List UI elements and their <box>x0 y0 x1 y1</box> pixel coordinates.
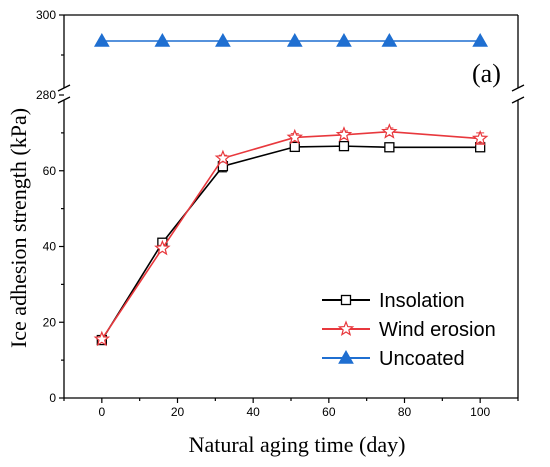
data-point-wind-erosion <box>154 239 171 256</box>
axis-break-mark-top <box>57 84 71 92</box>
data-point-uncoated <box>472 32 489 47</box>
legend-marker-insolation <box>340 294 352 306</box>
x-tick-label: 60 <box>322 405 336 419</box>
x-tick-label: 80 <box>398 405 412 419</box>
data-point-wind-erosion <box>335 126 353 142</box>
legend-label-insolation: Insolation <box>379 290 465 312</box>
x-tick-label: 40 <box>246 405 260 419</box>
y-tick-label: 60 <box>43 164 57 178</box>
data-point-uncoated <box>381 32 398 47</box>
data-point-wind-erosion <box>471 129 489 146</box>
data-point-uncoated <box>215 32 231 47</box>
legend-label-uncoated: Uncoated <box>379 348 465 370</box>
legend-label-wind-erosion: Wind erosion <box>379 319 496 341</box>
y-tick-label: 0 <box>49 391 56 405</box>
x-axis-title: Natural aging time (day) <box>189 432 406 457</box>
series-wind-erosion <box>93 123 489 347</box>
x-tick-label: 20 <box>171 405 185 419</box>
data-point-wind-erosion <box>381 123 398 139</box>
data-point-wind-erosion <box>93 330 111 347</box>
y-tick-label-upper: 300 <box>36 8 56 22</box>
series-layer <box>93 32 489 347</box>
x-tick-label: 0 <box>98 405 105 419</box>
series-uncoated <box>93 32 489 47</box>
y-tick-label: 40 <box>43 240 57 254</box>
x-tick-label: 100 <box>470 405 490 419</box>
y-axis-title: Ice adhesion strength (kPa) <box>6 108 31 348</box>
data-point-uncoated <box>93 32 110 47</box>
data-point-uncoated <box>336 32 352 47</box>
axis-break-mark-bottom <box>57 96 71 104</box>
data-point-insolation <box>384 142 395 153</box>
axis-break-mark-right-bottom <box>511 96 525 104</box>
axis-break-mark-right-top <box>511 84 525 92</box>
data-point-wind-erosion <box>214 149 232 166</box>
legend: Insolation Wind erosion Uncoated <box>322 290 496 370</box>
y-tick-label-upper: 280 <box>36 88 56 102</box>
y-tick-label: 20 <box>43 315 57 329</box>
data-point-uncoated <box>154 32 171 47</box>
panel-label: (a) <box>472 59 501 88</box>
data-point-insolation <box>338 140 350 152</box>
series-insolation <box>96 140 486 346</box>
data-point-uncoated <box>286 32 303 47</box>
data-point-wind-erosion <box>286 128 304 145</box>
axes: 0 20 40 60 80 100 0 20 40 60 280 300 <box>36 8 525 419</box>
legend-marker-wind-erosion <box>337 320 355 337</box>
legend-marker-uncoated <box>338 349 354 364</box>
data-point-insolation <box>289 141 300 153</box>
